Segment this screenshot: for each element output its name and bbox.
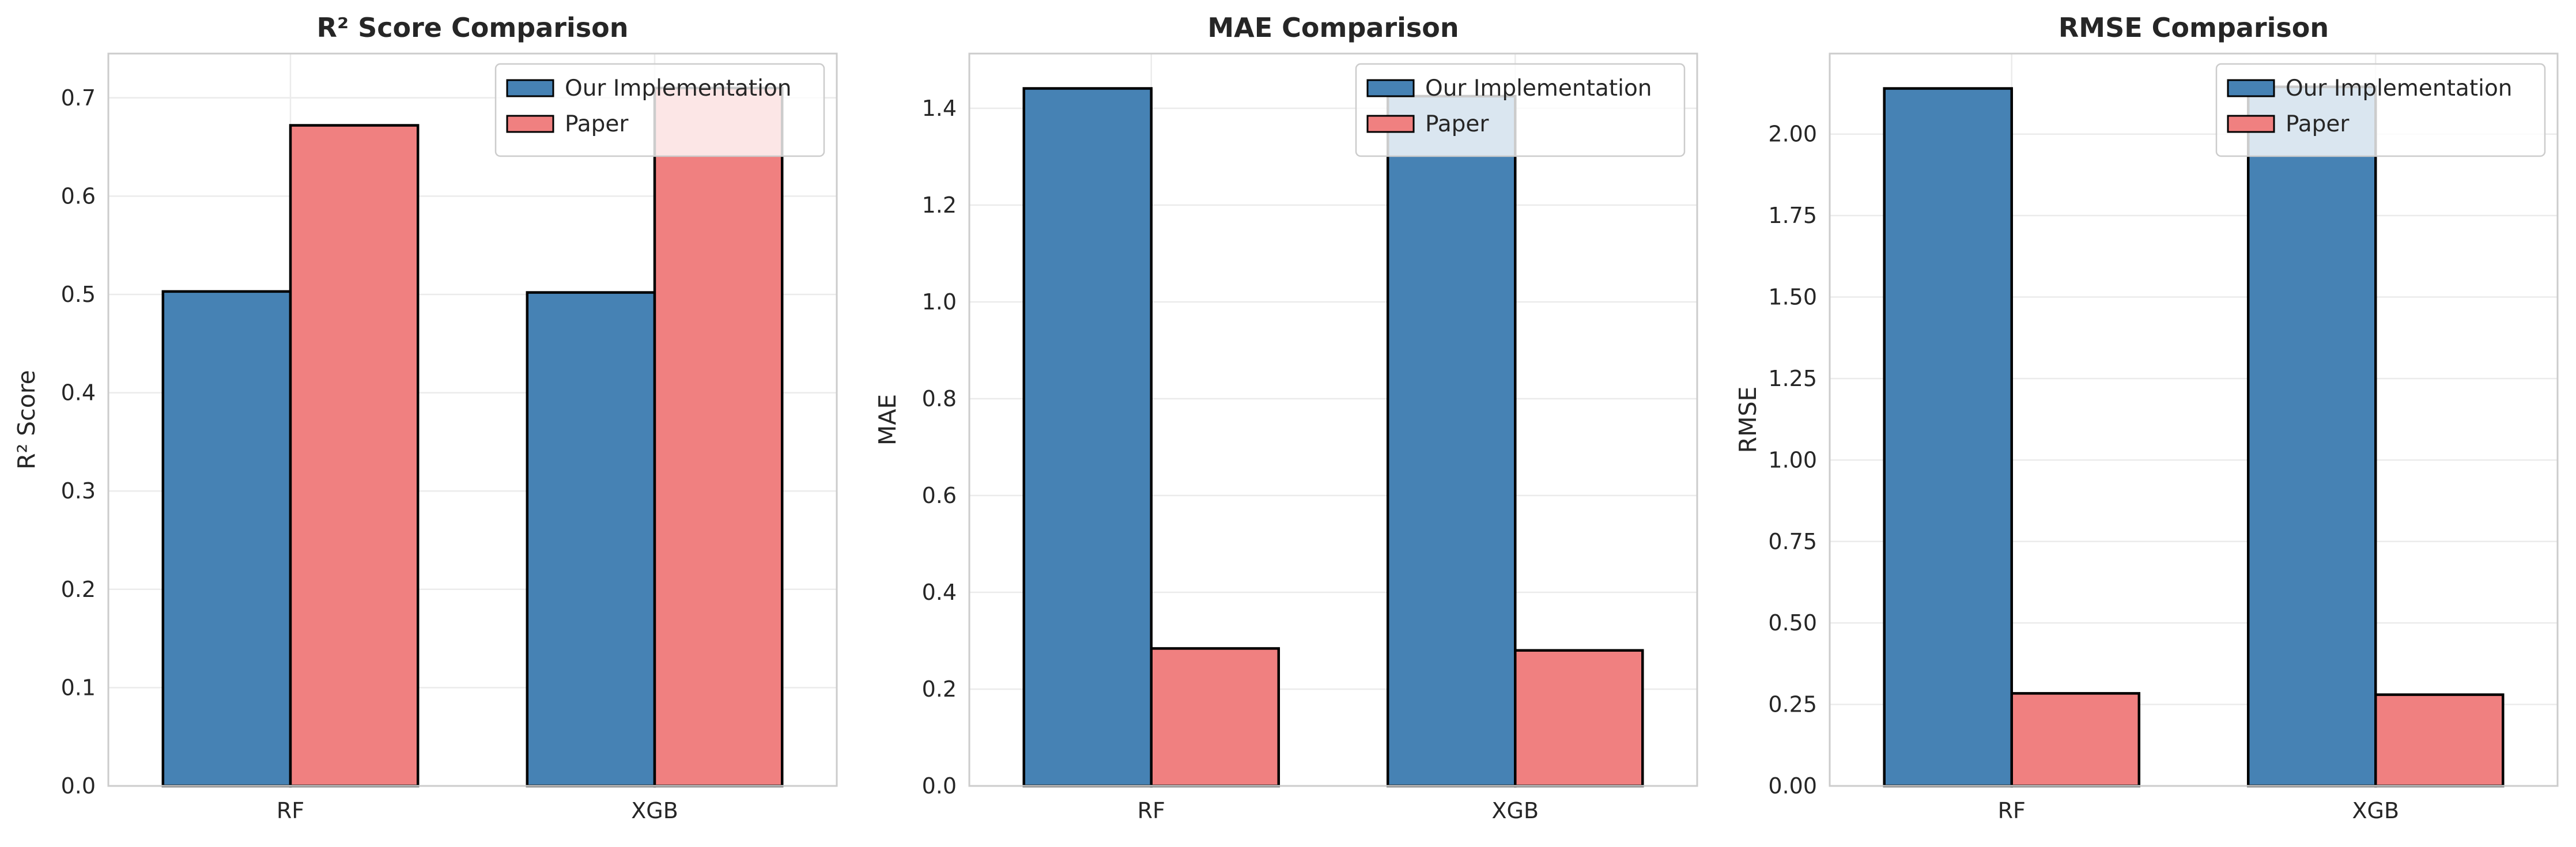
y-tick-label: 0.00 [1768, 773, 1817, 799]
y-tick-label: 0.50 [1768, 610, 1817, 636]
x-tick-label-rf: RF [1998, 798, 2026, 823]
y-tick-label: 1.00 [1768, 447, 1817, 472]
bar-our-implementation-rf [1883, 87, 2014, 788]
legend-label-our-implementation: Our Implementation [2286, 75, 2513, 101]
y-tick-label: 1.4 [922, 96, 957, 121]
y-tick-label: 0.6 [61, 183, 96, 209]
bar-our-implementation-xgb [2246, 85, 2377, 788]
x-tick-label-xgb: XGB [2352, 798, 2399, 823]
y-tick-label: 0.5 [61, 282, 96, 307]
chart-panel-2: 0.0 0.2 0.4 0.6 0.8 1.0 1.2 1.4 RF XGB MAE Compari… [874, 12, 1698, 823]
legend-box [1355, 63, 1686, 157]
y-tick-label: 0.4 [61, 380, 96, 406]
y-tick-label: 1.2 [922, 192, 957, 218]
y-tick-label: 1.0 [922, 289, 957, 315]
legend-swatch-our-implementation [506, 79, 554, 97]
legend: Our Implementation Paper [494, 63, 825, 157]
bar-our-implementation-xgb [526, 291, 656, 788]
x-tick-label-rf: RF [277, 798, 304, 823]
legend-swatch-our-implementation [1366, 79, 1415, 97]
y-tick-label: 0.0 [922, 773, 957, 799]
y-tick-label: 0.6 [922, 483, 957, 508]
y-tick-label: 2.00 [1768, 122, 1817, 147]
legend: Our Implementation Paper [2215, 63, 2546, 157]
chart-title: MAE Comparison [1207, 12, 1459, 43]
legend-swatch-paper [506, 115, 554, 133]
axes-frame [968, 52, 1698, 787]
bar-our-implementation-rf [161, 290, 292, 788]
legend: Our Implementation Paper [1355, 63, 1686, 157]
y-tick-label: 1.25 [1768, 366, 1817, 391]
y-tick-label: 1.50 [1768, 285, 1817, 310]
bar-paper-xgb [1514, 649, 1644, 788]
axes-frame [107, 52, 838, 787]
legend-label-paper: Paper [1425, 111, 1489, 137]
chart-title: R² Score Comparison [317, 12, 629, 43]
legend-box [494, 63, 825, 157]
y-tick-label: 0.4 [922, 580, 957, 605]
y-axis-label: R² Score [13, 370, 40, 470]
legend-label-our-implementation: Our Implementation [565, 75, 792, 101]
legend-swatch-our-implementation [2227, 79, 2275, 97]
y-tick-label: 1.75 [1768, 203, 1817, 228]
y-axis-label: MAE [874, 394, 901, 445]
y-tick-label: 0.1 [61, 675, 96, 700]
y-axis-label: RMSE [1734, 387, 1762, 453]
chart-panel-1: 0.0 0.1 0.2 0.3 0.4 0.5 0.6 0.7 RF XGB R² Score Co… [13, 12, 838, 823]
chart-panel-3: 0.00 0.25 0.50 0.75 1.00 1.25 1.50 1.75 2.00 RF XG… [1734, 12, 2559, 823]
bar-paper-rf [1150, 647, 1281, 788]
legend-swatch-paper [2227, 115, 2275, 133]
y-tick-label: 0.0 [61, 773, 96, 799]
axes-frame [1829, 52, 2559, 787]
y-tick-label: 0.25 [1768, 692, 1817, 717]
x-tick-label-xgb: XGB [1491, 798, 1539, 823]
y-tick-label: 0.2 [61, 577, 96, 602]
y-tick-label: 0.7 [61, 85, 96, 111]
x-tick-label-xgb: XGB [631, 798, 678, 823]
y-tick-label: 0.3 [61, 478, 96, 504]
bar-our-implementation-rf [1022, 87, 1153, 788]
chart-title: RMSE Comparison [2058, 12, 2329, 43]
legend-label-our-implementation: Our Implementation [1425, 75, 1652, 101]
y-tick-label: 0.8 [922, 386, 957, 411]
bar-paper-rf [2010, 692, 2141, 788]
legend-box [2215, 63, 2546, 157]
legend-label-paper: Paper [2286, 111, 2350, 137]
bar-paper-xgb [653, 86, 784, 788]
bar-our-implementation-xgb [1386, 94, 1517, 788]
bar-paper-xgb [2374, 693, 2505, 788]
bar-paper-rf [289, 124, 420, 788]
x-tick-label-rf: RF [1138, 798, 1165, 823]
legend-label-paper: Paper [565, 111, 629, 137]
y-tick-label: 0.75 [1768, 529, 1817, 554]
legend-swatch-paper [1366, 115, 1415, 133]
y-tick-label: 0.2 [922, 676, 957, 702]
